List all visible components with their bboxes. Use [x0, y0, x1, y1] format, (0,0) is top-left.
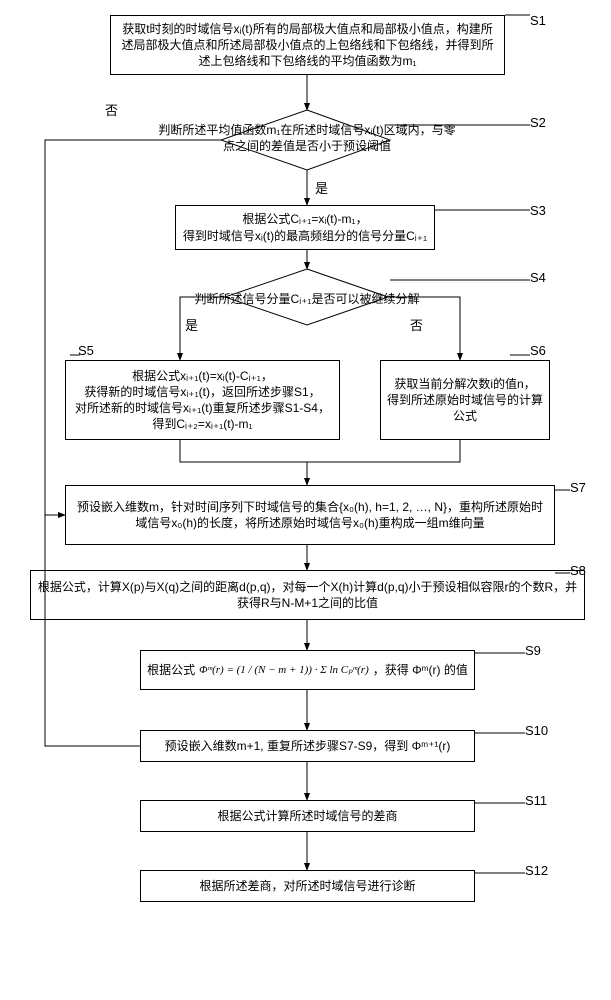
node-s1: 获取t时刻的时域信号xᵢ(t)所有的局部极大值点和局部极小值点，构建所述局部极大…	[110, 15, 505, 75]
node-s9-suffix: ，获得 Φᵐ(r) 的值	[373, 662, 468, 678]
step-label-s4: S4	[530, 270, 546, 285]
node-s7: 预设嵌入维数m，针对时间序列下时域信号的集合{x₀(h), h=1, 2, …,…	[65, 485, 555, 545]
edge-label-yes1: 是	[315, 178, 328, 197]
node-s3-text: 根据公式Cᵢ₊₁=xᵢ(t)-m₁， 得到时域信号xᵢ(t)的最高频组分的信号分…	[183, 211, 427, 243]
step-label-s2: S2	[530, 115, 546, 130]
edge-label-no2: 否	[410, 315, 423, 334]
node-s7-text: 预设嵌入维数m，针对时间序列下时域信号的集合{x₀(h), h=1, 2, …,…	[72, 499, 548, 531]
step-label-s7: S7	[570, 480, 586, 495]
node-s6-text: 获取当前分解次数i的值n， 得到所述原始时域信号的计算公式	[387, 376, 543, 425]
node-s9-prefix: 根据公式	[147, 662, 195, 678]
step-label-s10: S10	[525, 723, 548, 738]
step-label-s3: S3	[530, 203, 546, 218]
step-label-s1: S1	[530, 13, 546, 28]
node-s9: 根据公式 Φᵐ(r) = (1 / (N − m + 1)) · Σ ln Cₚ…	[140, 650, 475, 690]
flowchart-canvas: 获取t时刻的时域信号xᵢ(t)所有的局部极大值点和局部极小值点，构建所述局部极大…	[10, 10, 601, 990]
step-label-s11: S11	[525, 793, 547, 808]
node-s11-text: 根据公式计算所述时域信号的差商	[217, 808, 397, 824]
node-s12: 根据所述差商，对所述时域信号进行诊断	[140, 870, 475, 902]
step-label-s9: S9	[525, 643, 541, 658]
node-s5-text: 根据公式xᵢ₊₁(t)=xᵢ(t)-Cᵢ₊₁， 获得新的时域信号xᵢ₊₁(t)，…	[75, 368, 330, 433]
step-label-s12: S12	[525, 863, 548, 878]
node-s8: 根据公式，计算X(p)与X(q)之间的距离d(p,q)，对每一个X(h)计算d(…	[30, 570, 585, 620]
step-label-s5: S5	[78, 343, 94, 358]
node-s8-text: 根据公式，计算X(p)与X(q)之间的距离d(p,q)，对每一个X(h)计算d(…	[37, 579, 578, 611]
node-s2-label: 判断所述平均值函数m₁在所述时域信号xᵢ(t)区域内，与零点之间的差值是否小于预…	[157, 123, 457, 154]
edge-label-no1: 否	[105, 100, 118, 119]
node-s3: 根据公式Cᵢ₊₁=xᵢ(t)-m₁， 得到时域信号xᵢ(t)的最高频组分的信号分…	[175, 205, 435, 250]
edge-label-yes2: 是	[185, 315, 198, 334]
step-label-s8: S8	[570, 563, 586, 578]
node-s9-formula: Φᵐ(r) = (1 / (N − m + 1)) · Σ ln Cₚᵐ(r)	[199, 663, 369, 678]
node-s10: 预设嵌入维数m+1, 重复所述步骤S7-S9，得到 Φᵐ⁺¹(r)	[140, 730, 475, 762]
node-s5: 根据公式xᵢ₊₁(t)=xᵢ(t)-Cᵢ₊₁， 获得新的时域信号xᵢ₊₁(t)，…	[65, 360, 340, 440]
node-s4-label: 判断所述信号分量Cᵢ₊₁是否可以被继续分解	[157, 290, 457, 307]
node-s12-text: 根据所述差商，对所述时域信号进行诊断	[199, 878, 415, 894]
node-s1-text: 获取t时刻的时域信号xᵢ(t)所有的局部极大值点和局部极小值点，构建所述局部极大…	[117, 21, 498, 70]
node-s11: 根据公式计算所述时域信号的差商	[140, 800, 475, 832]
step-label-s6: S6	[530, 343, 546, 358]
node-s10-text: 预设嵌入维数m+1, 重复所述步骤S7-S9，得到 Φᵐ⁺¹(r)	[165, 738, 451, 754]
node-s6: 获取当前分解次数i的值n， 得到所述原始时域信号的计算公式	[380, 360, 550, 440]
